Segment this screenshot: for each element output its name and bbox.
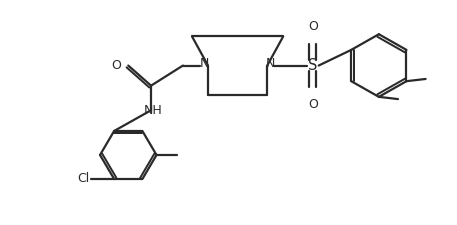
- Text: NH: NH: [144, 104, 163, 117]
- Text: N: N: [200, 57, 209, 70]
- Text: N: N: [266, 57, 276, 70]
- Text: O: O: [308, 20, 318, 33]
- Text: O: O: [308, 98, 318, 111]
- Text: O: O: [112, 59, 122, 72]
- Text: Cl: Cl: [77, 173, 89, 185]
- Text: S: S: [308, 58, 318, 73]
